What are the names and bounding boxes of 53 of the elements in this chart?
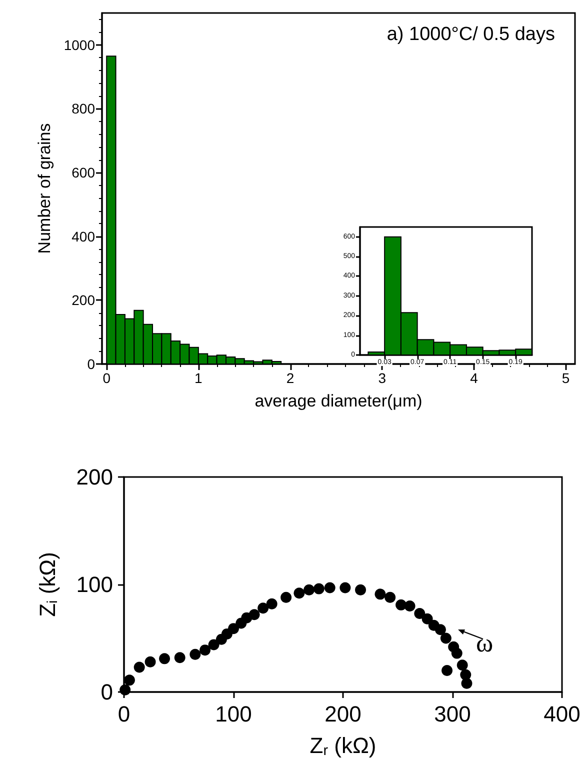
point	[304, 584, 315, 596]
point	[248, 609, 260, 620]
point	[440, 632, 452, 644]
y-tick-label: 400	[72, 228, 96, 244]
point	[456, 660, 468, 671]
point	[258, 602, 269, 614]
x-tick-label: 1	[194, 370, 203, 386]
y-axis-title: Number of grains	[34, 123, 54, 254]
point	[340, 582, 351, 594]
point	[404, 600, 416, 612]
y-tick-label: 0	[100, 680, 113, 704]
y-tick-label: 100	[76, 572, 113, 597]
point	[174, 652, 186, 664]
x-tick-label: 2	[286, 370, 294, 386]
x-tick-label: 3	[378, 370, 386, 386]
x-tick-label: 0	[118, 702, 130, 726]
x-axis-title: average diameter(μm)	[254, 391, 422, 410]
point	[190, 648, 201, 660]
point	[374, 588, 386, 600]
point	[442, 665, 453, 676]
point	[451, 648, 462, 659]
point	[313, 583, 324, 594]
y-tick-label: 600	[72, 164, 96, 181]
point	[228, 623, 239, 634]
y-tick-label: 800	[72, 100, 96, 117]
point	[294, 588, 305, 599]
point	[134, 662, 145, 673]
y-tick-label: 200	[76, 464, 113, 490]
x-tick-label: 100	[215, 702, 252, 726]
point	[324, 582, 336, 594]
point	[200, 644, 211, 656]
x-tick-label: 300	[434, 702, 471, 726]
point	[355, 584, 366, 596]
point	[159, 653, 170, 664]
point	[422, 613, 433, 624]
point	[414, 608, 426, 620]
y-tick-label: 200	[72, 292, 96, 308]
text: a) 1000°C/ 0.5 days	[386, 24, 556, 45]
point	[124, 674, 135, 686]
point	[266, 598, 278, 610]
y-axis-title: Zi (kΩ)	[35, 552, 62, 617]
point	[144, 656, 156, 668]
point	[208, 639, 220, 650]
x-tick-label: 4	[470, 370, 478, 386]
annotation: ω	[476, 628, 494, 658]
point	[434, 624, 446, 636]
x-tick-label: 5	[562, 370, 570, 386]
point	[461, 678, 472, 689]
point	[384, 592, 396, 603]
point	[396, 599, 407, 610]
point	[280, 592, 292, 603]
y-tick-label: 1000	[64, 36, 96, 53]
x-tick-label: 400	[544, 702, 580, 726]
